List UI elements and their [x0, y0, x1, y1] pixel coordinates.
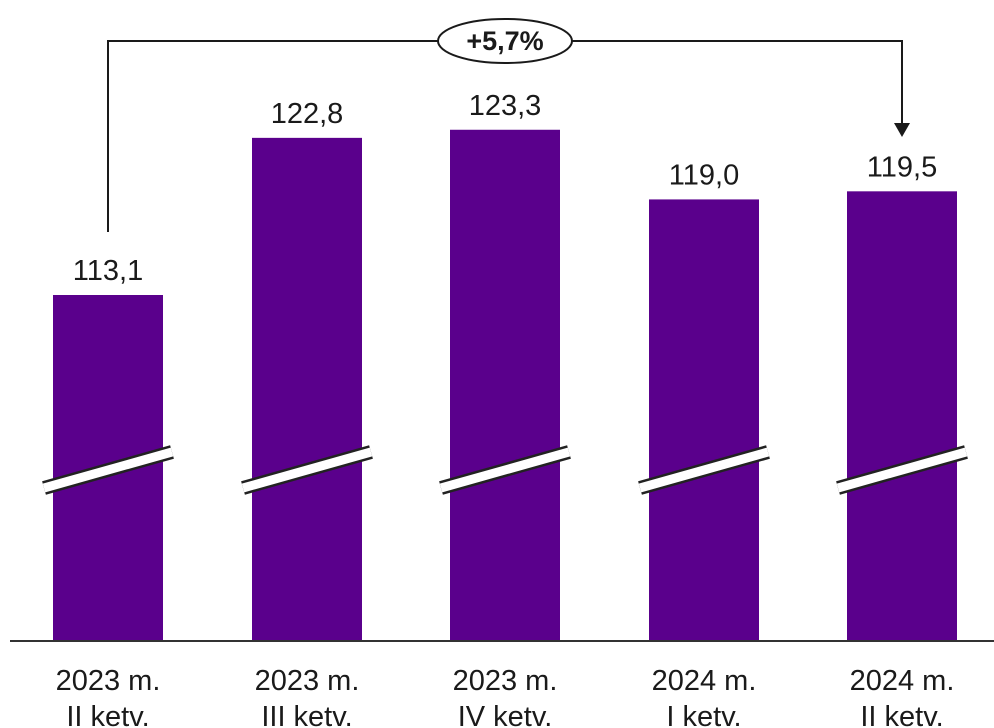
callout-bubble	[437, 18, 573, 64]
category-label-2: 2023 m. III ketv.	[255, 665, 360, 728]
value-label-1: 113,1	[73, 255, 143, 287]
growth-callout: +5,7%	[107, 18, 910, 232]
category-label-3-line-1: 2023 m.	[453, 665, 558, 697]
bar-5	[847, 191, 957, 641]
category-label-4: 2024 m. I ketv.	[652, 665, 757, 728]
axis-break-3	[439, 445, 571, 495]
value-labels-group: 113,1 122,8 123,3 119,0 119,5	[73, 90, 937, 287]
category-label-2-line-1: 2023 m.	[255, 665, 360, 697]
bar-3	[450, 129, 560, 641]
category-label-5-line-1: 2024 m.	[850, 665, 955, 697]
axis-break-1	[42, 445, 174, 495]
category-label-4-line-2: I ketv.	[666, 701, 741, 728]
category-label-1-line-1: 2023 m.	[56, 665, 161, 697]
bar-2	[252, 137, 362, 642]
category-label-2-line-2: III ketv.	[261, 701, 352, 728]
value-label-3: 123,3	[469, 90, 542, 122]
category-label-5-line-2: II ketv.	[860, 701, 943, 728]
category-label-3: 2023 m. IV ketv.	[453, 665, 558, 728]
category-label-4-line-1: 2024 m.	[652, 665, 757, 697]
category-label-1: 2023 m. II ketv.	[56, 665, 161, 728]
axis-break-5	[836, 445, 968, 495]
category-label-1-line-2: II ketv.	[66, 701, 149, 728]
axis-break-2	[241, 445, 373, 495]
category-label-5: 2024 m. II ketv.	[850, 665, 955, 728]
axis-break-4	[638, 445, 770, 495]
category-labels-group: 2023 m. II ketv. 2023 m. III ketv. 2023 m. IV…	[56, 665, 955, 728]
bar-4	[649, 199, 759, 642]
value-label-4: 119,0	[669, 159, 739, 191]
bars-group	[53, 129, 957, 642]
callout-label: +5,7%	[466, 26, 543, 56]
axis-breaks-group	[42, 445, 968, 495]
value-label-2: 122,8	[271, 98, 344, 130]
arrow-down-icon	[894, 123, 910, 137]
category-label-3-line-2: IV ketv.	[458, 701, 553, 728]
value-label-5: 119,5	[867, 151, 937, 183]
